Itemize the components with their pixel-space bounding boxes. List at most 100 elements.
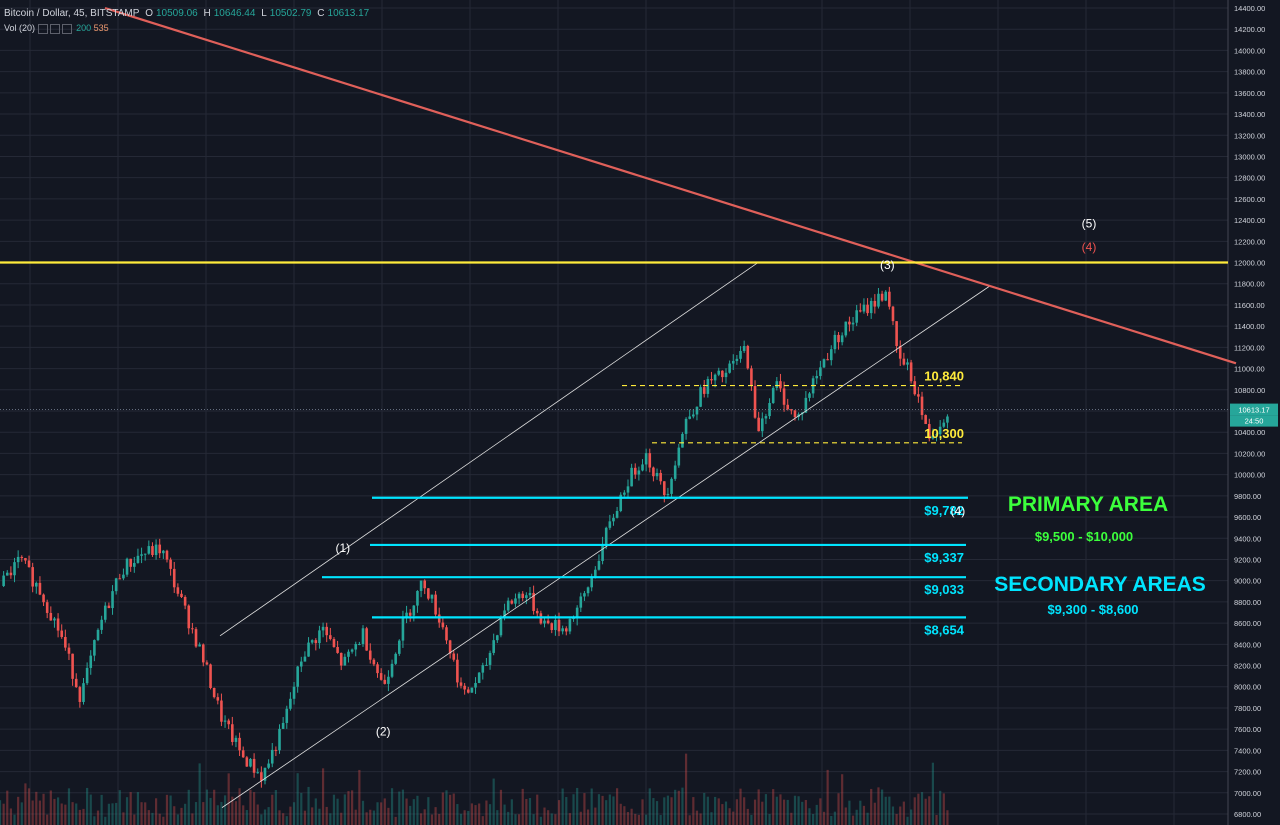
candle-body bbox=[753, 385, 757, 418]
candle-body bbox=[147, 546, 151, 554]
symbol-label[interactable]: Bitcoin / Dollar, 45, BITSTAMP bbox=[4, 8, 140, 19]
candle-body bbox=[724, 372, 728, 378]
volume-bar bbox=[93, 816, 96, 825]
candle-body bbox=[42, 594, 45, 603]
volume-bar bbox=[147, 810, 150, 825]
candle-body bbox=[510, 600, 514, 604]
volume-bar bbox=[205, 789, 209, 825]
volume-indicator-label[interactable]: Vol (20) bbox=[4, 23, 36, 33]
volume-bar bbox=[9, 808, 12, 825]
primary-area-range: $9,500 - $10,000 bbox=[1035, 529, 1133, 544]
volume-bar bbox=[401, 789, 405, 825]
candle-body bbox=[140, 554, 143, 556]
settings-icon[interactable] bbox=[49, 23, 60, 34]
candle-body bbox=[909, 362, 913, 382]
candle-body bbox=[176, 587, 180, 594]
volume-bar bbox=[677, 790, 680, 825]
candle-body bbox=[307, 642, 310, 657]
candle-body bbox=[180, 593, 183, 597]
volume-bar bbox=[173, 806, 176, 825]
candle-body bbox=[35, 582, 38, 587]
volume-bar bbox=[880, 789, 884, 825]
primary-area-title: PRIMARY AREA bbox=[1008, 493, 1168, 516]
close-label: C bbox=[317, 8, 325, 19]
volume-bar bbox=[169, 795, 172, 825]
volume-bar bbox=[238, 788, 241, 825]
volume-bar bbox=[786, 799, 789, 825]
candle-body bbox=[917, 394, 920, 397]
volume-bar bbox=[942, 793, 945, 825]
candle-body bbox=[902, 358, 906, 365]
candle-body bbox=[804, 397, 808, 413]
candle-body bbox=[339, 652, 343, 666]
candle-body bbox=[761, 418, 764, 432]
volume-bar bbox=[449, 794, 452, 825]
candle-body bbox=[158, 544, 162, 554]
candle-body bbox=[764, 416, 768, 419]
candle-body bbox=[684, 418, 688, 434]
volume-bar bbox=[583, 793, 586, 825]
candle-body bbox=[234, 737, 238, 742]
candle-body bbox=[452, 653, 456, 660]
volume-bar bbox=[645, 814, 648, 825]
candle-body bbox=[45, 602, 49, 613]
volume-bar bbox=[714, 796, 717, 825]
candle-body bbox=[256, 772, 260, 774]
candle-body bbox=[336, 646, 339, 653]
price-axis-tick-label: 14000.00 bbox=[1234, 46, 1265, 55]
candle-body bbox=[216, 697, 220, 701]
volume-bar bbox=[557, 800, 561, 825]
volume-bar bbox=[910, 809, 913, 825]
volume-bar bbox=[801, 801, 804, 825]
price-axis-tick-label: 12600.00 bbox=[1234, 195, 1265, 204]
price-axis-tick-label: 10200.00 bbox=[1234, 449, 1265, 458]
volume-bar bbox=[445, 790, 448, 825]
candle-body bbox=[270, 749, 274, 764]
candle-body bbox=[20, 556, 24, 559]
volume-bar bbox=[793, 795, 797, 825]
candle-body bbox=[779, 381, 782, 389]
candle-body bbox=[819, 367, 822, 376]
candle-body bbox=[299, 661, 303, 667]
eye-icon[interactable] bbox=[37, 23, 48, 34]
candle-body bbox=[786, 404, 790, 410]
volume-bar bbox=[340, 812, 343, 825]
volume-bar bbox=[590, 788, 593, 825]
volume-bar bbox=[456, 804, 459, 825]
volume-bar bbox=[514, 814, 517, 825]
volume-bar bbox=[822, 811, 826, 825]
volume-bar bbox=[82, 808, 85, 825]
candle-body bbox=[56, 618, 60, 631]
secondary-area-range: $9,300 - $8,600 bbox=[1047, 602, 1138, 617]
volume-bar bbox=[78, 809, 81, 825]
volume-bar bbox=[202, 802, 205, 825]
open-value: 10509.06 bbox=[155, 8, 198, 19]
candle-body bbox=[303, 656, 307, 662]
candle-body bbox=[485, 664, 488, 666]
volume-bar bbox=[496, 810, 499, 825]
close-icon[interactable] bbox=[61, 23, 72, 34]
candle-body bbox=[136, 555, 140, 563]
wave-label-3: (4) bbox=[951, 504, 966, 518]
candle-body bbox=[750, 368, 753, 386]
volume-bar bbox=[154, 798, 158, 825]
volume-bar bbox=[176, 814, 179, 825]
candle-body bbox=[746, 346, 750, 369]
volume-bar bbox=[503, 804, 506, 825]
volume-bar bbox=[347, 791, 350, 825]
candle-body bbox=[757, 417, 760, 432]
volume-bar bbox=[361, 800, 365, 825]
candle-body bbox=[564, 628, 568, 632]
candle-body bbox=[67, 647, 71, 654]
candle-body bbox=[133, 562, 136, 567]
candle-body bbox=[543, 620, 546, 624]
price-axis-tick-label: 9800.00 bbox=[1234, 492, 1261, 501]
volume-bar bbox=[851, 815, 855, 825]
volume-bar bbox=[499, 789, 503, 825]
volume-bar bbox=[86, 787, 89, 825]
volume-bar bbox=[939, 790, 942, 825]
candle-body bbox=[833, 334, 837, 350]
candle-body bbox=[129, 558, 132, 567]
volume-bar bbox=[390, 788, 394, 825]
